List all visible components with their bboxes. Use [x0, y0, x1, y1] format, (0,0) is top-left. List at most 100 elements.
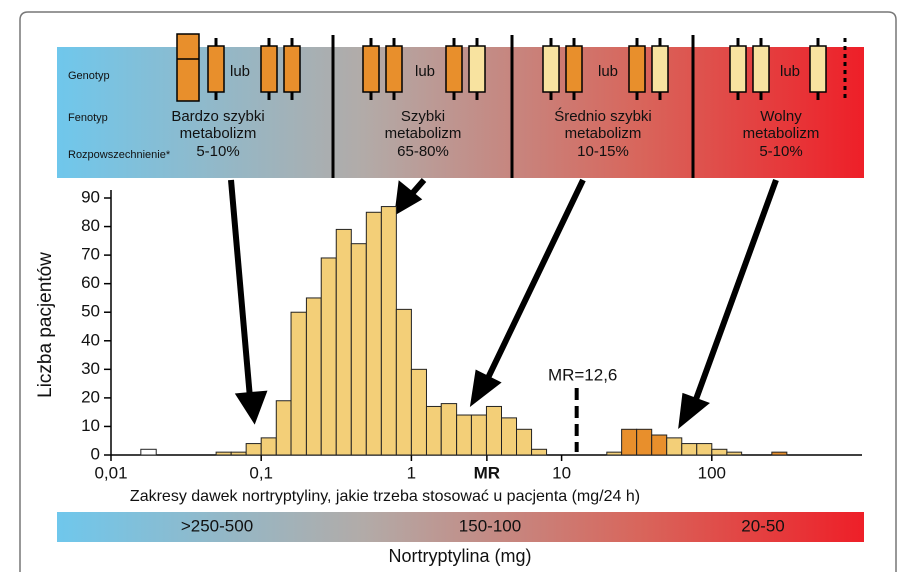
bar — [245, 443, 262, 456]
gene-box — [445, 45, 463, 93]
arrows — [228, 178, 779, 430]
gene-icons — [176, 33, 827, 102]
bar — [380, 206, 397, 456]
gene-box — [752, 45, 770, 93]
arrow-head — [234, 390, 268, 425]
bar — [681, 443, 698, 456]
section-dividers — [331, 35, 695, 178]
prevalence: 65-80% — [397, 143, 449, 160]
gene-box — [542, 45, 560, 93]
bar — [456, 414, 472, 456]
dose-label: >250-500 — [181, 516, 253, 535]
bar — [305, 297, 322, 456]
bar — [275, 400, 292, 456]
y-tick-label: 50 — [81, 302, 100, 321]
bar — [335, 228, 352, 456]
row-label: Fenotyp — [68, 112, 108, 124]
gene-box — [809, 45, 827, 93]
bar — [395, 308, 412, 456]
gene-box — [176, 33, 200, 102]
phenotype: Wolny — [760, 108, 802, 125]
bar — [696, 443, 713, 456]
bar — [485, 405, 503, 456]
x-axis-label: Zakresy dawek nortryptyliny, jakie trzeb… — [130, 488, 640, 505]
mr-tick-label: MR — [474, 463, 500, 482]
phenotype: metabolizm — [743, 125, 820, 142]
phenotype: metabolizm — [180, 125, 257, 142]
prevalence: 5-10% — [759, 143, 802, 160]
gene-box — [468, 45, 486, 93]
bar — [470, 414, 487, 456]
x-tick-label: 1 — [407, 463, 416, 482]
bar — [350, 243, 367, 456]
gene-box — [729, 45, 747, 93]
connector: lub — [598, 63, 618, 80]
y-tick-label: 10 — [81, 416, 100, 435]
bar — [531, 448, 548, 456]
bar — [290, 311, 307, 456]
bar — [666, 437, 683, 456]
dose-label: 20-50 — [741, 516, 784, 535]
gene-box — [207, 45, 225, 93]
connector: lub — [230, 63, 250, 80]
connector: lub — [780, 63, 800, 80]
x-tick-label: 100 — [698, 463, 726, 482]
bar — [440, 403, 458, 456]
bar — [365, 211, 382, 456]
x-tick-label: 0,01 — [94, 463, 127, 482]
phenotype: metabolizm — [385, 125, 462, 142]
gene-box — [651, 45, 669, 93]
prevalence: 10-15% — [577, 143, 629, 160]
arrow-head — [469, 369, 502, 407]
x-tick-label: 10 — [552, 463, 571, 482]
arrow-head — [678, 392, 710, 430]
bar — [215, 451, 232, 456]
bar — [501, 417, 518, 456]
frame — [19, 11, 897, 572]
bar — [726, 451, 743, 456]
gene-box — [283, 45, 301, 93]
arrow — [228, 179, 253, 399]
phenotype: Szybki — [401, 108, 445, 125]
y-tick-label: 0 — [91, 444, 100, 463]
bar — [410, 368, 427, 456]
bar — [425, 405, 442, 456]
gene-box — [565, 45, 583, 93]
dose-title: Nortryptylina (mg) — [388, 546, 531, 566]
phenotype: Średnio szybki — [554, 107, 652, 125]
phenotype: metabolizm — [565, 125, 642, 142]
bar — [771, 451, 788, 456]
phenotype: Bardzo szybki — [171, 108, 264, 125]
y-tick-label: 40 — [81, 330, 100, 349]
gene-box — [260, 45, 278, 93]
bar — [711, 448, 728, 456]
gene-box — [628, 45, 646, 93]
y-tick-label: 30 — [81, 359, 100, 378]
dose-band — [57, 512, 864, 542]
gene-box — [362, 45, 380, 93]
bar — [606, 451, 623, 456]
bar — [320, 257, 337, 456]
arrow-head — [394, 180, 423, 216]
bar — [636, 428, 653, 456]
bar — [230, 451, 247, 456]
bar — [621, 428, 638, 456]
bar — [651, 434, 668, 456]
connector: lub — [415, 63, 435, 80]
mr-line-label: MR=12,6 — [548, 365, 617, 384]
y-axis-label: Liczba pacjentów — [35, 252, 56, 398]
y-tick-label: 60 — [81, 273, 100, 292]
y-tick-label: 90 — [81, 187, 100, 206]
bar — [260, 437, 277, 456]
gene-box — [385, 45, 403, 93]
bar — [516, 428, 533, 456]
x-tick-label: 0,1 — [249, 463, 273, 482]
arrow — [484, 178, 586, 382]
y-tick-label: 70 — [81, 245, 100, 264]
row-label: Genotyp — [68, 70, 110, 82]
dose-label: 150-100 — [459, 516, 521, 535]
row-label: Rozpowszechnienie* — [68, 149, 171, 161]
y-tick-label: 20 — [81, 387, 100, 406]
bar — [140, 448, 157, 456]
